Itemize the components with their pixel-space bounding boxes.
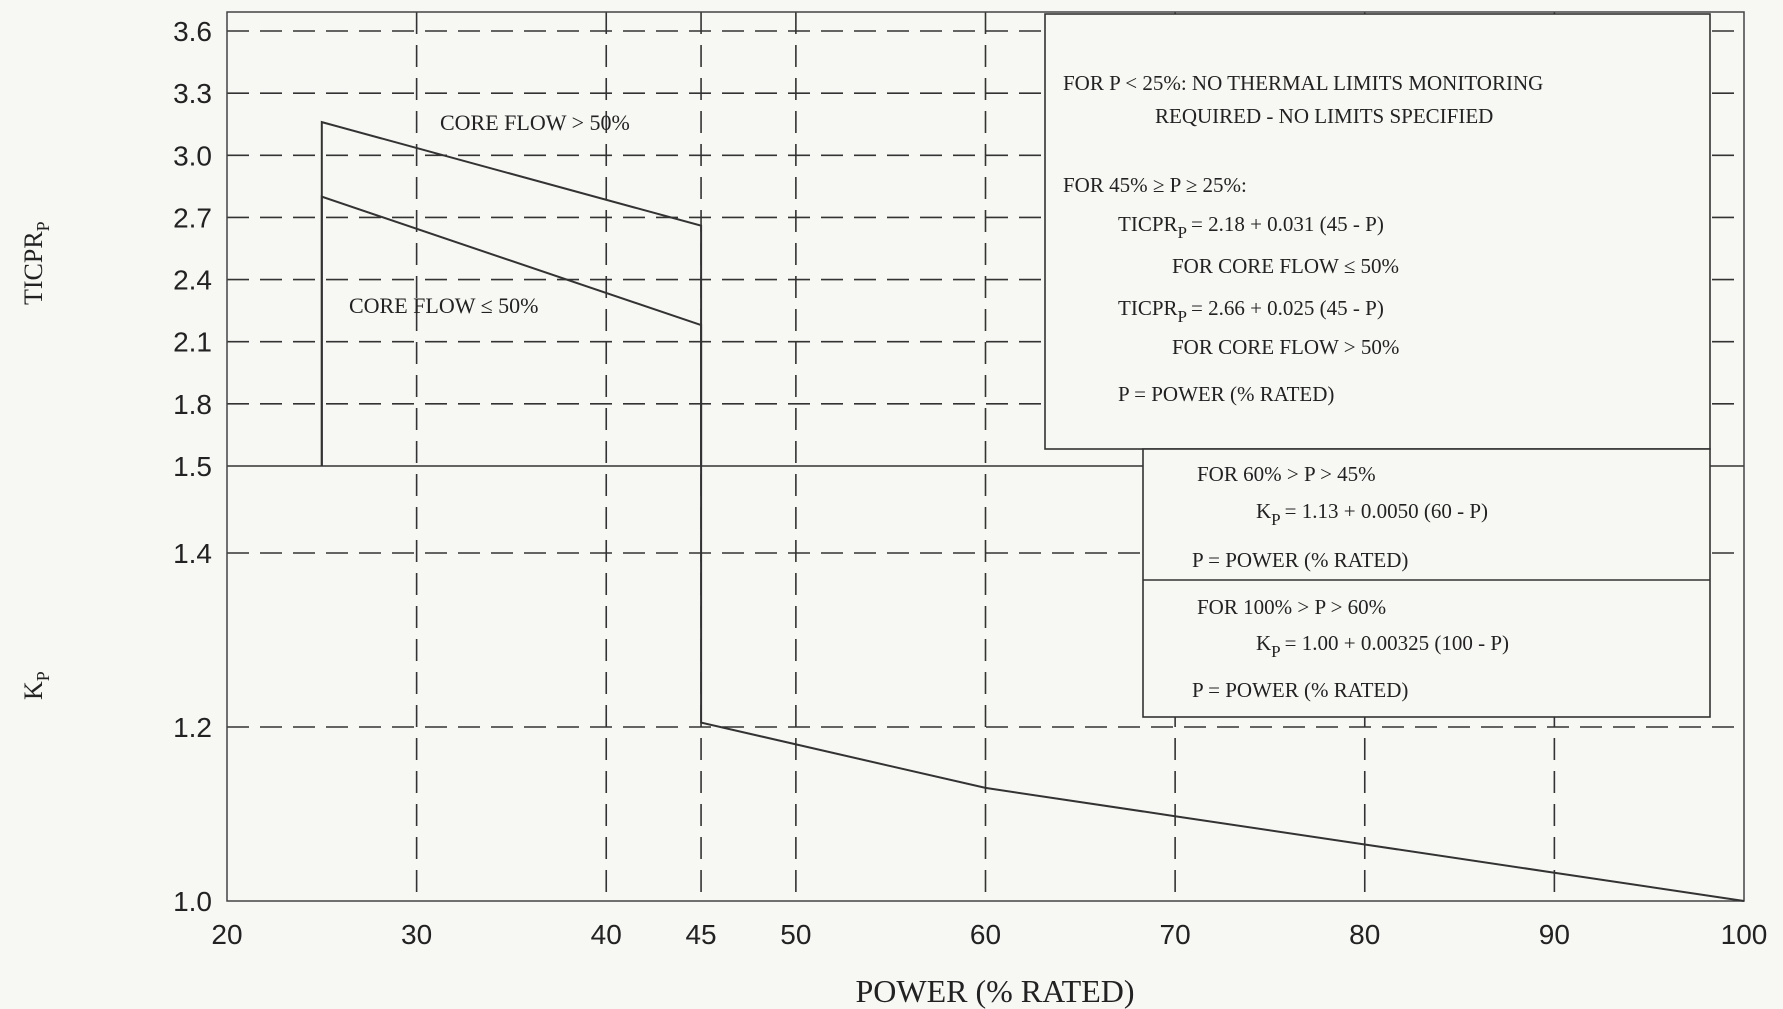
x-tick-label: 40 — [591, 919, 622, 950]
y-tick-label-lower: 1.4 — [173, 538, 212, 569]
y-axis-label-lower: KP — [19, 671, 53, 700]
note-low-flow: FOR CORE FLOW ≤ 50% — [1172, 254, 1399, 278]
y-tick-label-upper: 3.0 — [173, 140, 212, 171]
y-tick-label-upper: 2.1 — [173, 327, 212, 358]
x-tick-label: 100 — [1721, 919, 1768, 950]
annotation-box-ticpr: FOR P < 25%: NO THERMAL LIMITS MONITORIN… — [1044, 13, 1711, 450]
tick-labels: 1.5 1.8 2.1 2.4 2.7 3.0 3.3 3.6 1.0 1.2 1.4 20 30 40 4… — [173, 16, 1767, 950]
x-tick-label: 80 — [1349, 919, 1380, 950]
note-range-60-100: FOR 100% > P > 60% — [1197, 595, 1386, 619]
x-tick-label: 70 — [1160, 919, 1191, 950]
formula-kp-60-100: KP = 1.00 + 0.00325 (100 - P) — [1256, 631, 1509, 661]
x-tick-label: 30 — [401, 919, 432, 950]
y-axis-label-upper: TICPRP — [19, 221, 53, 305]
series-label-high-flow: CORE FLOW > 50% — [440, 110, 630, 135]
note-power-def-2: P = POWER (% RATED) — [1192, 548, 1408, 572]
y-tick-label-upper: 2.4 — [173, 265, 212, 296]
note-power-def-1: P = POWER (% RATED) — [1118, 382, 1334, 406]
series-line-1 — [320, 195, 703, 466]
annotation-box-kp-frame — [1142, 448, 1711, 718]
formula-kp-45-60: KP = 1.13 + 0.0050 (60 - P) — [1256, 499, 1488, 529]
x-tick-label: 50 — [780, 919, 811, 950]
note-range-45-60: FOR 60% > P > 45% — [1197, 462, 1376, 486]
note-no-limits: REQUIRED - NO LIMITS SPECIFIED — [1155, 104, 1493, 128]
y-tick-label-upper: 3.6 — [173, 16, 212, 47]
formula-ticpr-high-flow: TICPRP = 2.66 + 0.025 (45 - P) — [1118, 296, 1384, 326]
x-tick-label: 20 — [211, 919, 242, 950]
note-range-25-45: FOR 45% ≥ P ≥ 25%: — [1063, 173, 1247, 197]
series-line-2 — [700, 466, 1745, 902]
plot-frame — [226, 11, 1745, 902]
x-tick-label: 60 — [970, 919, 1001, 950]
x-tick-label: 90 — [1539, 919, 1570, 950]
y-tick-label-lower: 1.2 — [173, 712, 212, 743]
annotation-box-ticpr-frame — [1044, 13, 1711, 450]
note-high-flow: FOR CORE FLOW > 50% — [1172, 335, 1399, 359]
annotation-box-kp: FOR 60% > P > 45% KP = 1.13 + 0.0050 (60 … — [1142, 448, 1711, 718]
y-tick-label-lower: 1.0 — [173, 886, 212, 917]
x-tick-label: 45 — [685, 919, 716, 950]
y-tick-label-upper: 3.3 — [173, 78, 212, 109]
series-layer: CORE FLOW > 50% CORE FLOW ≤ 50% — [320, 110, 1745, 902]
note-power-def-3: P = POWER (% RATED) — [1192, 678, 1408, 702]
y-tick-label-upper: 1.5 — [173, 451, 212, 482]
series-label-low-flow: CORE FLOW ≤ 50% — [349, 293, 539, 318]
y-tick-label-upper: 2.7 — [173, 202, 212, 233]
formula-ticpr-low-flow: TICPRP = 2.18 + 0.031 (45 - P) — [1118, 212, 1384, 242]
x-axis-label: POWER (% RATED) — [855, 973, 1134, 1009]
note-low-power: FOR P < 25%: NO THERMAL LIMITS MONITORIN… — [1063, 71, 1543, 95]
y-tick-label-upper: 1.8 — [173, 389, 212, 420]
